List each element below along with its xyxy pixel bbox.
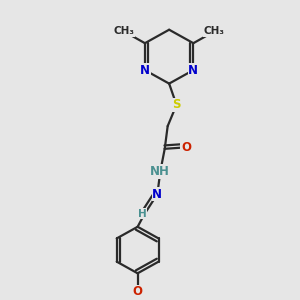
Text: N: N <box>152 188 162 201</box>
Text: N: N <box>188 64 198 76</box>
Text: O: O <box>181 141 191 154</box>
Text: CH₃: CH₃ <box>203 26 224 36</box>
Text: O: O <box>133 285 142 298</box>
Text: H: H <box>138 209 147 219</box>
Text: S: S <box>172 98 181 111</box>
Text: NH: NH <box>150 165 170 178</box>
Text: N: N <box>140 64 150 76</box>
Text: CH₃: CH₃ <box>114 26 135 36</box>
